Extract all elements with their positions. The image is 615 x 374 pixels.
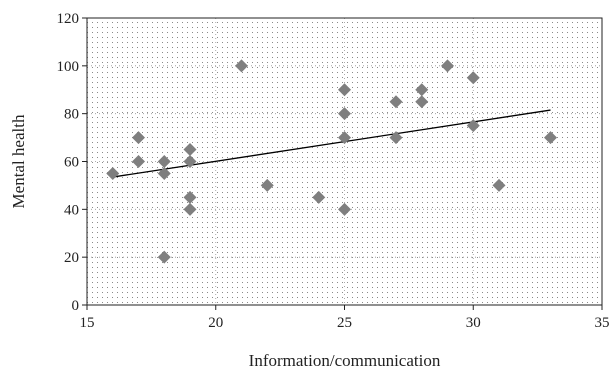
x-axis-label: Information/communication — [249, 351, 441, 370]
data-point — [466, 71, 480, 85]
data-point — [338, 83, 351, 97]
plot-area — [87, 18, 602, 305]
axes — [82, 17, 603, 310]
x-tick-label: 30 — [466, 315, 481, 331]
data-point — [132, 155, 145, 168]
x-tick-label: 20 — [208, 315, 223, 331]
y-tick-label: 0 — [72, 298, 80, 314]
data-points — [106, 59, 557, 264]
data-point — [183, 202, 197, 216]
x-tick-label: 25 — [337, 315, 352, 331]
data-point — [415, 95, 429, 109]
data-point — [157, 250, 171, 264]
data-point — [157, 166, 171, 180]
x-tick-label: 15 — [80, 315, 95, 331]
data-point — [466, 119, 480, 133]
data-point — [415, 83, 429, 97]
data-point — [338, 202, 351, 216]
data-point — [492, 178, 506, 192]
data-point — [260, 178, 274, 192]
tick-labels: 0 20 40 60 80 100 120 15 20 25 30 35 — [57, 11, 610, 331]
x-tick-label: 35 — [595, 315, 610, 331]
data-point — [106, 166, 120, 180]
y-tick-label: 60 — [64, 155, 79, 171]
data-point — [338, 107, 351, 121]
y-tick-label: 120 — [57, 11, 80, 27]
data-point — [235, 59, 248, 73]
data-point — [132, 131, 145, 145]
y-tick-label: 20 — [64, 250, 79, 266]
trendline — [112, 109, 551, 178]
y-axis-label: Mental health — [9, 114, 28, 208]
data-point — [183, 155, 197, 168]
data-point — [157, 155, 171, 168]
data-point — [389, 131, 403, 145]
data-point — [544, 131, 557, 145]
data-point — [183, 143, 197, 157]
y-tick-label: 80 — [64, 107, 79, 123]
y-tick-label: 100 — [57, 59, 80, 75]
data-point — [338, 131, 351, 145]
data-point — [183, 190, 197, 204]
data-point — [389, 95, 403, 109]
data-point — [312, 190, 326, 204]
y-tick-label: 40 — [64, 202, 79, 218]
data-point — [441, 59, 454, 73]
